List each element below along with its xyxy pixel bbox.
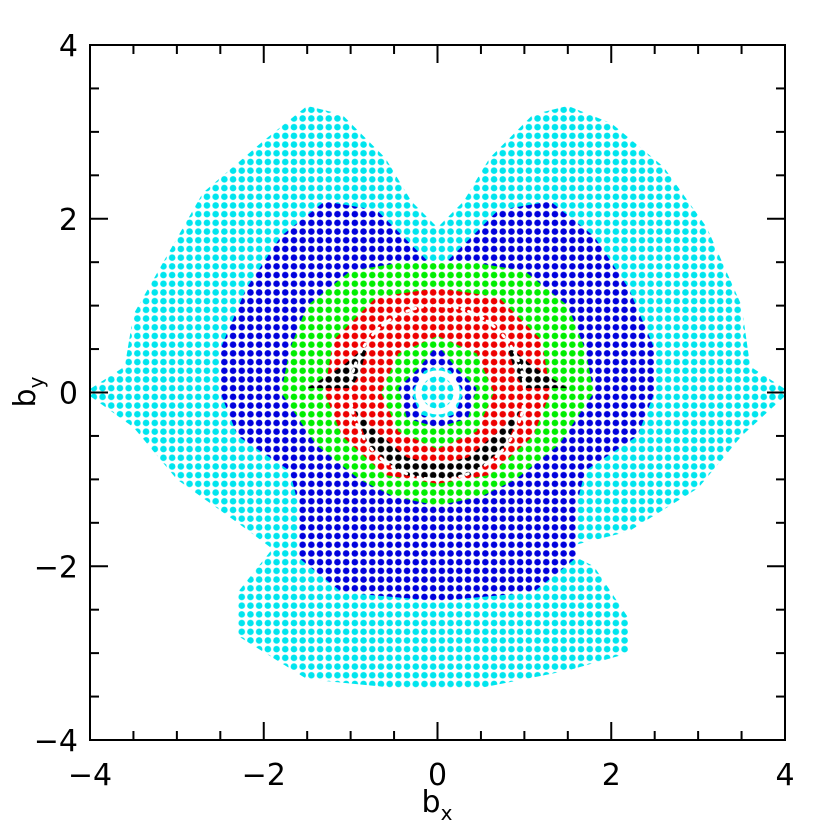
x-tick-label: −2 — [242, 758, 286, 793]
reference-circle — [349, 304, 526, 481]
x-label-main: b — [422, 785, 441, 820]
y-tick-label: −4 — [34, 724, 78, 759]
x-tick-label: 0 — [428, 758, 447, 793]
x-label-sub: x — [441, 801, 453, 825]
region — [507, 344, 568, 389]
region — [354, 409, 521, 480]
y-tick-label: 4 — [59, 29, 78, 64]
y-axis-label: by — [8, 376, 48, 407]
plot-area — [90, 105, 785, 688]
reference-circle — [415, 370, 460, 415]
y-label-main: b — [8, 388, 43, 407]
y-tick-label: −2 — [34, 550, 78, 585]
y-label-sub: y — [24, 376, 48, 388]
x-tick-label: −4 — [68, 758, 112, 793]
x-axis-label: bx — [422, 785, 453, 825]
y-tick-label: 0 — [59, 377, 78, 412]
x-tick-label: 4 — [775, 758, 794, 793]
x-tick-label: 2 — [602, 758, 621, 793]
y-tick-label: 2 — [59, 203, 78, 238]
